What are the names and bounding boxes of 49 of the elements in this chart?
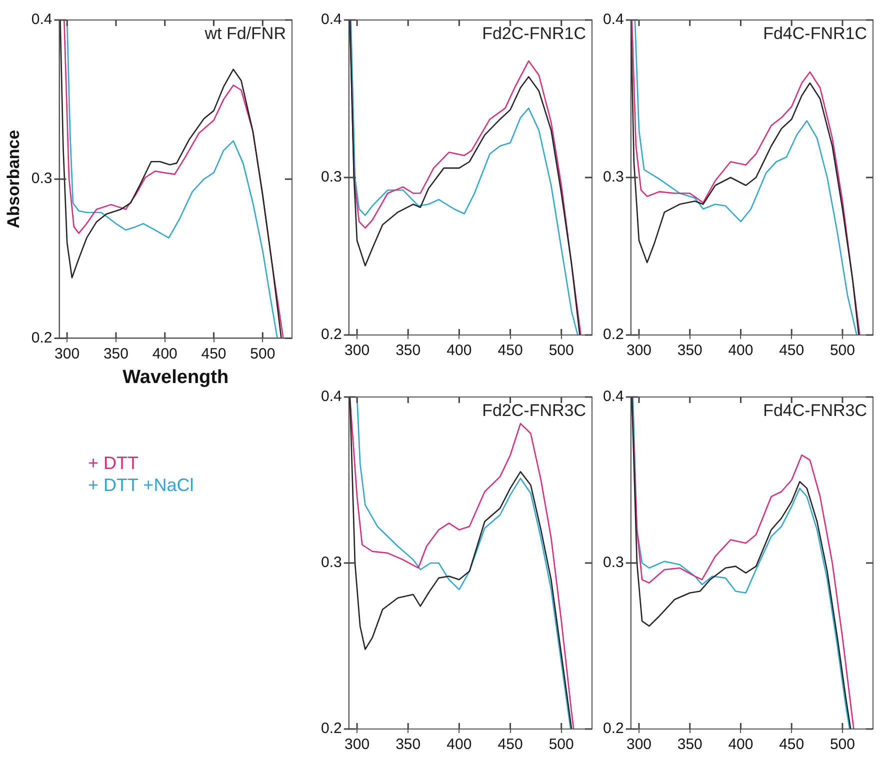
x-tick-label: 350 [677, 342, 702, 360]
x-tick-label: 400 [728, 736, 754, 754]
x-axis-title: Wavelength [122, 366, 229, 388]
x-tick-label: 300 [626, 342, 652, 360]
x-tick-label: 350 [103, 345, 128, 362]
x-tick-label: 450 [779, 736, 804, 754]
text: + DTT [88, 452, 140, 474]
x-tick-label: 400 [152, 345, 178, 362]
x-tick-label: 500 [548, 342, 574, 360]
y-tick-label: 0.3 [31, 170, 52, 188]
x-tick-label: 450 [498, 342, 523, 360]
y-tick-label: 0.3 [320, 168, 342, 186]
y-tick-label: 0.4 [320, 11, 342, 28]
chart-title: Fd2C-FNR3C [482, 401, 586, 420]
y-tick-label: 0.4 [31, 11, 52, 28]
text: + DTT +NaCl [88, 474, 194, 496]
x-tick-label: 400 [446, 342, 472, 360]
x-tick-label: 300 [344, 342, 370, 360]
x-tick-label: 400 [446, 736, 472, 754]
x-tick-label: 500 [830, 342, 855, 360]
x-tick-label: 500 [548, 736, 574, 754]
x-tick-label: 450 [498, 736, 523, 754]
y-tick-label: 0.2 [602, 720, 624, 738]
y-tick-label: 0.3 [602, 554, 624, 572]
y-tick-label: 0.4 [602, 11, 624, 28]
chart-title: wt Fd/FNR [204, 24, 286, 44]
y-tick-label: 0.4 [602, 388, 624, 406]
x-tick-label: 350 [677, 736, 702, 754]
x-tick-label: 300 [54, 345, 80, 362]
y-tick-label: 0.4 [320, 388, 342, 406]
y-tick-label: 0.2 [320, 720, 342, 738]
x-tick-label: 450 [201, 345, 226, 362]
y-tick-label: 0.2 [31, 329, 52, 346]
y-tick-label: 0.3 [320, 554, 342, 572]
chart-title: Fd2C-FNR1C [482, 24, 586, 44]
x-tick-label: 500 [830, 736, 855, 754]
y-axis-title: Absorbance [4, 130, 23, 228]
x-tick-label: 400 [728, 342, 754, 360]
x-tick-label: 350 [396, 342, 421, 360]
chart-title: Fd4C-FNR1C [763, 24, 867, 44]
x-tick-label: 450 [779, 342, 804, 360]
y-tick-label: 0.2 [602, 326, 624, 344]
y-tick-label: 0.2 [320, 326, 342, 344]
y-tick-label: 0.3 [602, 168, 624, 186]
chart-title: Fd4C-FNR3C [763, 401, 867, 420]
x-tick-label: 350 [396, 736, 421, 754]
x-tick-label: 300 [344, 736, 370, 754]
x-tick-label: 500 [250, 345, 276, 362]
x-tick-label: 300 [626, 736, 652, 754]
